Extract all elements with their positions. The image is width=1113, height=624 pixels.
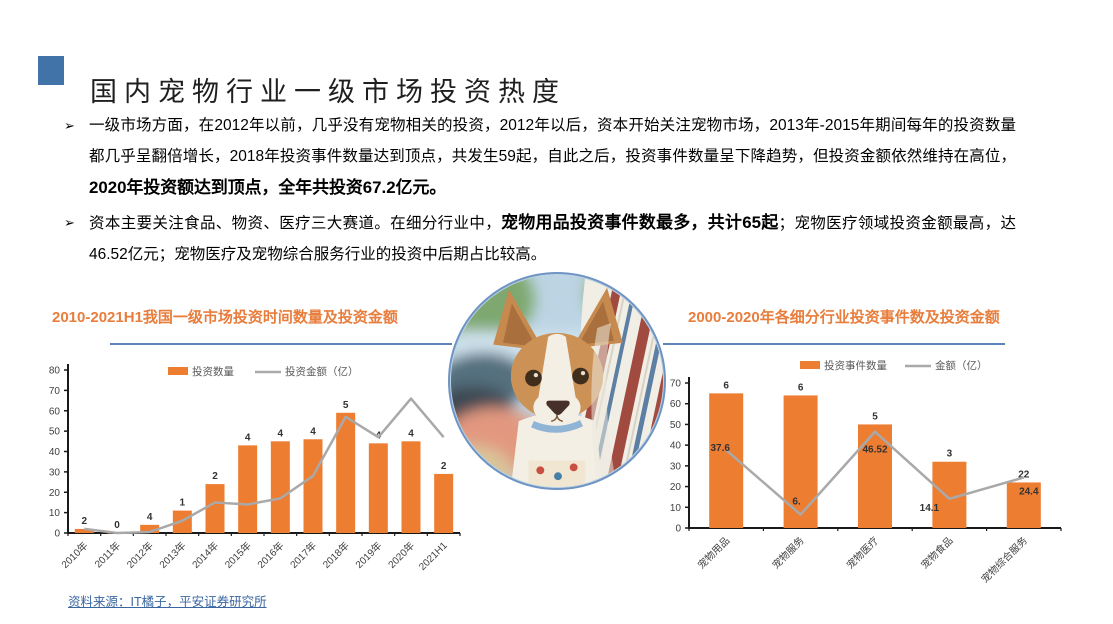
- svg-text:40: 40: [49, 447, 61, 458]
- svg-text:22: 22: [1018, 469, 1030, 480]
- svg-text:宠物用品: 宠物用品: [695, 534, 732, 571]
- bullet-arrow-icon: ➢: [64, 118, 75, 133]
- svg-text:2010年: 2010年: [58, 539, 90, 571]
- svg-text:30: 30: [49, 467, 61, 478]
- svg-text:6: 6: [723, 380, 729, 391]
- svg-text:50: 50: [49, 427, 61, 438]
- source-note: 资料来源：IT橘子，平安证券研究所: [68, 595, 267, 609]
- svg-text:2019年: 2019年: [352, 539, 384, 571]
- bullet-item-segment-focus: ➢ 资本主要关注食品、物资、医疗三大赛道。在细分行业中，宠物用品投资事件数最多，…: [64, 207, 1016, 270]
- bullet-text: 一级市场方面，在2012年以前，几乎没有宠物相关的投资，2012年以后，资本开始…: [89, 110, 1016, 204]
- chart-title-primary-market: 2010-2021H1我国一级市场投资时间数量及投资金额: [52, 309, 398, 326]
- svg-text:37.6: 37.6: [710, 443, 730, 454]
- svg-text:4: 4: [147, 512, 153, 523]
- svg-text:0: 0: [675, 524, 681, 535]
- svg-text:投资金额（亿）: 投资金额（亿）: [285, 365, 359, 378]
- svg-text:宠物食品: 宠物食品: [918, 534, 955, 571]
- svg-text:4: 4: [278, 428, 284, 439]
- bullet-arrow-icon: ➢: [64, 215, 75, 230]
- svg-text:60: 60: [49, 406, 61, 417]
- svg-text:2020年: 2020年: [385, 539, 417, 571]
- svg-text:10: 10: [670, 503, 682, 514]
- svg-text:1: 1: [180, 498, 186, 509]
- svg-text:0: 0: [54, 529, 60, 540]
- bullet-text-normal: 资本主要关注食品、物资、医疗三大赛道。在细分行业中，: [89, 215, 502, 232]
- svg-text:0: 0: [114, 520, 120, 531]
- chart-title-segments: 2000-2020年各细分行业投资事件数及投资金额: [688, 309, 1000, 326]
- segment-investment-chart: 0 10 20 30 40 50 60 70 6 宠物用品 6 宠物服务 5 宠物医疗 3 宠物食品 22 宠物综…: [670, 359, 1062, 586]
- divider-line-left: [110, 343, 452, 345]
- svg-text:4: 4: [310, 426, 316, 437]
- dog-illustration: [450, 274, 664, 488]
- page-title: 国内宠物行业一级市场投资热度: [90, 77, 566, 108]
- title-accent-square: [38, 56, 64, 85]
- svg-text:投资事件数量: 投资事件数量: [824, 359, 887, 372]
- svg-text:70: 70: [49, 386, 61, 397]
- svg-text:2013年: 2013年: [156, 539, 188, 571]
- svg-text:5: 5: [343, 400, 349, 411]
- svg-text:2012年: 2012年: [124, 539, 156, 571]
- svg-text:80: 80: [49, 366, 61, 377]
- svg-text:50: 50: [670, 420, 682, 431]
- svg-text:2014年: 2014年: [189, 539, 221, 571]
- bullet-text-bold: 2020年投资额达到顶点，全年共投资67.2亿元。: [89, 178, 447, 197]
- svg-text:投资数量: 投资数量: [192, 365, 234, 378]
- svg-text:宠物综合服务: 宠物综合服务: [978, 534, 1030, 586]
- bullet-text-bold: 宠物用品投资事件数最多，共计65起: [501, 213, 779, 232]
- svg-text:2018年: 2018年: [320, 539, 352, 571]
- svg-text:60: 60: [670, 399, 682, 410]
- svg-text:金额（亿）: 金额（亿）: [935, 359, 988, 372]
- bullet-list: ➢ 一级市场方面，在2012年以前，几乎没有宠物相关的投资，2012年以后，资本…: [64, 110, 1016, 270]
- svg-text:2016年: 2016年: [254, 539, 286, 571]
- svg-text:6: 6: [798, 382, 804, 393]
- svg-text:20: 20: [670, 482, 682, 493]
- dog-photo: [448, 272, 666, 490]
- svg-text:2015年: 2015年: [222, 539, 254, 571]
- svg-text:3: 3: [947, 449, 953, 460]
- bullet-text-normal: 一级市场方面，在2012年以前，几乎没有宠物相关的投资，2012年以后，资本开始…: [89, 117, 1016, 165]
- bullet-text-normal: ；宠物医疗领域投资金额最高，达46.52亿元；宠物医疗及宠物综合服务行业的投资中…: [89, 215, 1016, 263]
- svg-text:宠物服务: 宠物服务: [769, 534, 806, 571]
- svg-text:2: 2: [212, 471, 218, 482]
- svg-text:40: 40: [670, 441, 682, 452]
- svg-text:5: 5: [872, 411, 878, 422]
- svg-text:24.4: 24.4: [1019, 486, 1039, 497]
- bullet-text: 资本主要关注食品、物资、医疗三大赛道。在细分行业中，宠物用品投资事件数最多，共计…: [89, 207, 1016, 270]
- svg-text:30: 30: [670, 461, 682, 472]
- svg-text:20: 20: [49, 488, 61, 499]
- svg-text:6.: 6.: [792, 497, 801, 508]
- divider-line-right: [663, 343, 1005, 345]
- svg-text:2: 2: [82, 516, 88, 527]
- svg-text:宠物医疗: 宠物医疗: [844, 534, 881, 571]
- svg-text:10: 10: [49, 508, 61, 519]
- bullet-item-market-overview: ➢ 一级市场方面，在2012年以前，几乎没有宠物相关的投资，2012年以后，资本…: [64, 110, 1016, 204]
- svg-text:70: 70: [670, 379, 682, 390]
- svg-text:2011年: 2011年: [92, 539, 123, 570]
- primary-market-investment-chart: 0102030405060708022010年02011年42012年12013…: [49, 364, 461, 573]
- svg-text:2: 2: [441, 461, 447, 472]
- svg-text:4: 4: [408, 428, 414, 439]
- svg-text:4: 4: [245, 432, 251, 443]
- svg-text:46.52: 46.52: [862, 445, 887, 456]
- svg-text:14.1: 14.1: [920, 503, 940, 514]
- svg-text:2021H1: 2021H1: [417, 540, 450, 573]
- svg-text:2017年: 2017年: [287, 539, 319, 571]
